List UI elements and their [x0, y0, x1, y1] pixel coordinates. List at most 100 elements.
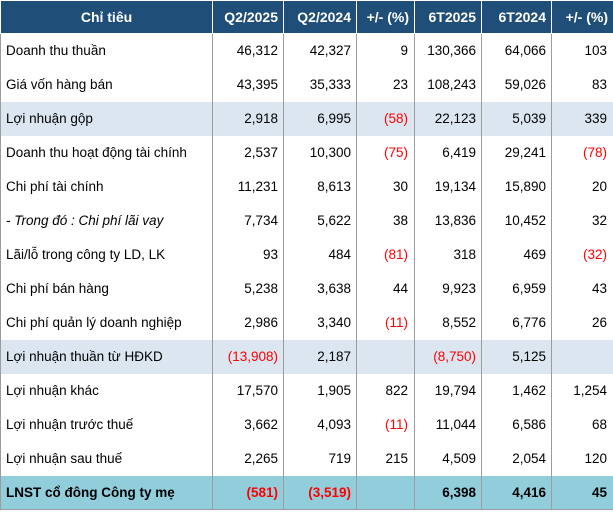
cell-q2-2025: (581) [212, 475, 284, 510]
cell-q2-2025: 11,231 [212, 169, 284, 204]
cell-q2-2024: 719 [283, 441, 357, 476]
cell-q2-2024: 3,340 [283, 305, 357, 340]
cell-q2-2025: 2,537 [212, 135, 284, 170]
cell-6m-2025: 22,123 [414, 101, 482, 136]
cell-6m-2024: 15,890 [481, 169, 552, 204]
header-quarter-change-pct: +/- (%) [356, 0, 415, 34]
cell-quarter-change-pct: (75) [356, 135, 415, 170]
cell-q2-2025: 46,312 [212, 33, 284, 68]
cell-6m-change-pct: 83 [551, 67, 613, 102]
cell-6m-2025: 318 [414, 237, 482, 272]
cell-6m-change-pct: (78) [551, 135, 613, 170]
cell-q2-2024: 35,333 [283, 67, 357, 102]
cell-6m-change-pct: 45 [551, 475, 613, 510]
cell-6m-2025: 108,243 [414, 67, 482, 102]
row-associates-profit-loss: Lãi/lỗ trong công ty LD, LK 93 484 (81) 318 4… [0, 237, 613, 272]
cell-6m-2024: 10,452 [481, 203, 552, 238]
cell-q2-2025: 5,238 [212, 271, 284, 306]
table-body: Doanh thu thuần 46,312 42,327 9 130,366 64,06… [0, 33, 613, 510]
row-label: Lợi nhuận gộp [0, 101, 213, 136]
cell-6m-2025: 130,366 [414, 33, 482, 68]
cell-q2-2024: (3,519) [283, 475, 357, 510]
cell-q2-2025: 3,662 [212, 407, 284, 442]
cell-6m-2024: 64,066 [481, 33, 552, 68]
cell-q2-2025: (13,908) [212, 339, 284, 374]
cell-q2-2024: 484 [283, 237, 357, 272]
cell-q2-2024: 10,300 [283, 135, 357, 170]
row-financial-expenses: Chi phí tài chính 11,231 8,613 30 19,134 15,8… [0, 169, 613, 204]
cell-6m-2024: 4,416 [481, 475, 552, 510]
cell-6m-change-pct: 26 [551, 305, 613, 340]
row-label: Doanh thu hoạt động tài chính [0, 135, 213, 170]
row-selling-expenses: Chi phí bán hàng 5,238 3,638 44 9,923 6,959 43 [0, 271, 613, 306]
cell-6m-2024: 5,125 [481, 339, 552, 374]
row-admin-expenses: Chi phí quản lý doanh nghiệp 2,986 3,340 (1… [0, 305, 613, 340]
cell-6m-2025: (8,750) [414, 339, 482, 374]
cell-q2-2025: 2,265 [212, 441, 284, 476]
cell-6m-change-pct: 68 [551, 407, 613, 442]
cell-q2-2024: 3,638 [283, 271, 357, 306]
header-q2-2024: Q2/2024 [283, 0, 357, 34]
cell-q2-2025: 7,734 [212, 203, 284, 238]
cell-6m-2025: 6,398 [414, 475, 482, 510]
cell-quarter-change-pct: (81) [356, 237, 415, 272]
cell-6m-change-pct: (32) [551, 237, 613, 272]
cell-6m-2024: 59,026 [481, 67, 552, 102]
cell-6m-change-pct [551, 339, 613, 374]
row-label: Lợi nhuận sau thuế [0, 441, 213, 476]
cell-6m-2025: 19,794 [414, 373, 482, 408]
cell-q2-2024: 4,093 [283, 407, 357, 442]
cell-quarter-change-pct: 9 [356, 33, 415, 68]
cell-6m-change-pct: 339 [551, 101, 613, 136]
cell-quarter-change-pct: (58) [356, 101, 415, 136]
cell-q2-2024: 1,905 [283, 373, 357, 408]
cell-6m-2025: 19,134 [414, 169, 482, 204]
row-label: Chi phí bán hàng [0, 271, 213, 306]
header-6m-change-pct: +/- (%) [551, 0, 613, 34]
row-other-profit: Lợi nhuận khác 17,570 1,905 822 19,794 1,462 1… [0, 373, 613, 408]
cell-q2-2025: 2,918 [212, 101, 284, 136]
row-label: Chi phí quản lý doanh nghiệp [0, 305, 213, 340]
cell-quarter-change-pct: 44 [356, 271, 415, 306]
cell-6m-2025: 4,509 [414, 441, 482, 476]
cell-6m-2025: 9,923 [414, 271, 482, 306]
cell-6m-change-pct: 32 [551, 203, 613, 238]
cell-6m-change-pct: 1,254 [551, 373, 613, 408]
row-label: Doanh thu thuần [0, 33, 213, 68]
cell-q2-2024: 5,622 [283, 203, 357, 238]
cell-q2-2025: 17,570 [212, 373, 284, 408]
header-6m-2025: 6T2025 [414, 0, 482, 34]
header-q2-2025: Q2/2025 [212, 0, 284, 34]
row-interest-expense: - Trong đó : Chi phí lãi vay 7,734 5,622 38… [0, 203, 613, 238]
cell-6m-2025: 11,044 [414, 407, 482, 442]
cell-6m-2024: 2,054 [481, 441, 552, 476]
cell-6m-change-pct: 103 [551, 33, 613, 68]
cell-q2-2025: 2,986 [212, 305, 284, 340]
row-label: Giá vốn hàng bán [0, 67, 213, 102]
cell-quarter-change-pct: (11) [356, 305, 415, 340]
cell-6m-2024: 6,776 [481, 305, 552, 340]
cell-6m-2024: 29,241 [481, 135, 552, 170]
row-financial-income: Doanh thu hoạt động tài chính 2,537 10,300… [0, 135, 613, 170]
cell-quarter-change-pct: 822 [356, 373, 415, 408]
row-label: Lợi nhuận trước thuế [0, 407, 213, 442]
row-operating-profit: Lợi nhuận thuần từ HĐKD (13,908) 2,187 (8,7… [0, 339, 613, 374]
row-label: Lãi/lỗ trong công ty LD, LK [0, 237, 213, 272]
row-parent-shareholders-profit: LNST cổ đông Công ty mẹ (581) (3,519) 6,398… [0, 475, 613, 510]
cell-quarter-change-pct: (11) [356, 407, 415, 442]
cell-quarter-change-pct: 30 [356, 169, 415, 204]
cell-6m-2025: 8,552 [414, 305, 482, 340]
cell-6m-2025: 6,419 [414, 135, 482, 170]
header-indicator: Chỉ tiêu [0, 0, 213, 34]
cell-6m-change-pct: 43 [551, 271, 613, 306]
cell-quarter-change-pct: 215 [356, 441, 415, 476]
cell-q2-2024: 42,327 [283, 33, 357, 68]
row-label: Lợi nhuận khác [0, 373, 213, 408]
cell-6m-2024: 5,039 [481, 101, 552, 136]
row-profit-before-tax: Lợi nhuận trước thuế 3,662 4,093 (11) 11,044… [0, 407, 613, 442]
row-label: - Trong đó : Chi phí lãi vay [0, 203, 213, 238]
cell-6m-2024: 6,959 [481, 271, 552, 306]
cell-6m-2024: 6,586 [481, 407, 552, 442]
cell-q2-2025: 93 [212, 237, 284, 272]
